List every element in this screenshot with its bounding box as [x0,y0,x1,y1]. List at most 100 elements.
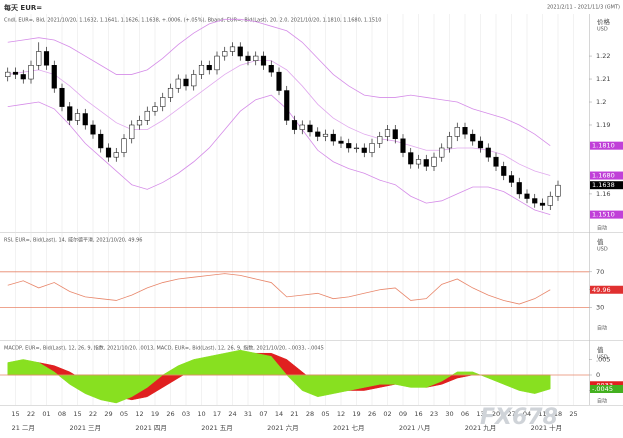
x-tick-label: 30 [445,410,453,418]
y-tick-label: 0 [596,371,600,379]
candle-body [276,71,282,91]
candle-body [191,74,197,87]
candle-body [299,124,305,130]
x-tick-label: 22 [27,410,35,418]
candle-body [307,124,313,133]
candle-body [477,140,484,149]
value-box [590,385,623,393]
month-label: 2021 七月 [333,423,365,432]
x-tick-label: 15 [11,410,19,418]
candle-body [98,133,104,149]
series-line [7,60,551,176]
candle-body [206,65,212,71]
axis-title: 价格 [597,17,611,26]
value-box-label: 1.1510 [592,211,615,219]
x-tick-label: 22 [89,410,97,418]
candle-body [361,147,367,153]
scale-mode: 自动 [597,398,607,405]
x-tick-label: 01 [42,410,50,418]
candle-body [136,120,143,126]
candle-body [284,90,290,121]
candle-body [485,147,491,158]
x-tick-label: 14 [275,410,283,418]
axis-title: 值 [597,345,604,354]
value-box [590,181,623,190]
candle-body [454,127,460,137]
candle-body [377,136,383,144]
y-tick-label: 1.21 [596,75,610,83]
x-tick-label: 06 [461,410,469,418]
candle-body [59,87,65,107]
candle-body [160,97,166,107]
candle-body [51,65,57,89]
panel-info: RSI, EUR=, Bid(Last), 14, 威尔德平滑, 2021/10… [4,237,142,244]
x-tick-label: 05 [120,410,128,418]
candle-body [113,152,119,158]
x-tick-label: 02 [383,410,391,418]
x-tick-label: 19 [151,410,159,418]
x-tick-label: 03 [182,410,190,418]
candle-body [431,156,437,167]
candle-body [82,113,88,126]
candle-body [121,138,127,153]
month-label: 2021 五月 [201,424,233,432]
candle-body [322,133,329,137]
candle-body [260,55,267,66]
month-label: 2021 四月 [135,424,167,432]
candle-body [237,46,243,57]
candle-body [229,46,236,52]
x-tick-label: 08 [58,410,66,418]
x-tick-label: 10 [197,410,205,418]
x-tick-label: 12 [135,410,143,418]
series-line [7,18,551,146]
x-tick-label: 31 [244,410,252,418]
candle-body [400,138,406,153]
value-box-label: 49.96 [592,286,611,294]
y-tick-label: 1.19 [596,121,610,129]
x-tick-label: 05 [321,410,329,418]
candle-body [222,51,228,57]
x-tick-label: 17 [213,410,221,418]
axis-unit: USD [597,247,608,253]
x-tick-label: 27 [507,410,515,418]
month-label: 2021 八月 [399,424,431,432]
x-tick-label: 24 [228,410,236,418]
x-tick-label: 29 [104,410,112,418]
candle-body [516,182,522,195]
value-box-label: 1.1810 [592,142,615,150]
candle-body [129,124,135,140]
candle-body [20,74,26,80]
date-range: 2021/2/11 - 2021/11/3 (GMT) [547,5,620,11]
candle-body [369,143,375,153]
candle-body [547,195,553,206]
candle-body [408,152,414,165]
value-box [590,285,623,294]
x-tick-label: 07 [259,410,267,418]
value-box-label: 1.1680 [592,172,615,180]
candle-body [384,129,391,137]
candle-body [253,55,259,61]
candle-body [470,133,476,142]
candle-body [291,120,298,130]
x-tick-label: 26 [166,410,174,418]
axis-title: 值 [597,237,604,246]
candle-body [43,51,50,66]
candle-body [353,147,360,150]
candle-body [524,193,530,199]
x-tick-label: 26 [368,410,376,418]
x-tick-label: 09 [399,410,407,418]
candle-body [105,147,112,158]
axis-unit: USD [597,355,608,361]
candle-body [36,51,42,66]
candle-body [28,65,34,80]
x-tick-label: 04 [523,410,531,418]
candle-body [346,143,352,149]
x-tick-label: 18 [554,410,562,418]
candle-body [144,110,150,121]
y-tick-label: 70 [596,268,604,276]
candle-body [152,106,158,112]
candle-body [532,198,538,204]
candle-body [501,166,507,176]
